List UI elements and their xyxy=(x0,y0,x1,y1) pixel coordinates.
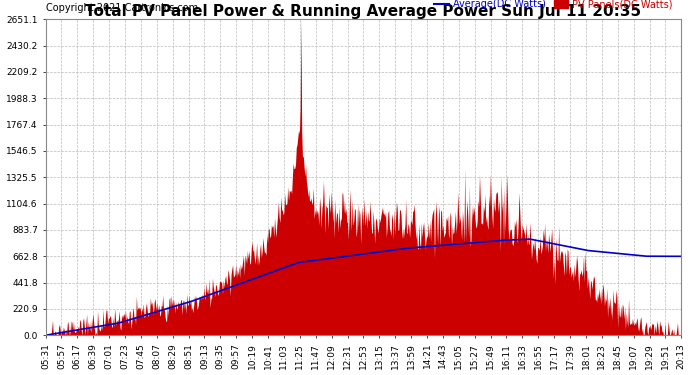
Text: Copyright 2021 Cartronics.com: Copyright 2021 Cartronics.com xyxy=(46,3,197,13)
Title: Total PV Panel Power & Running Average Power Sun Jul 11 20:35: Total PV Panel Power & Running Average P… xyxy=(86,4,642,19)
Legend: Average(DC Watts), PV Panels(DC Watts): Average(DC Watts), PV Panels(DC Watts) xyxy=(431,0,676,13)
